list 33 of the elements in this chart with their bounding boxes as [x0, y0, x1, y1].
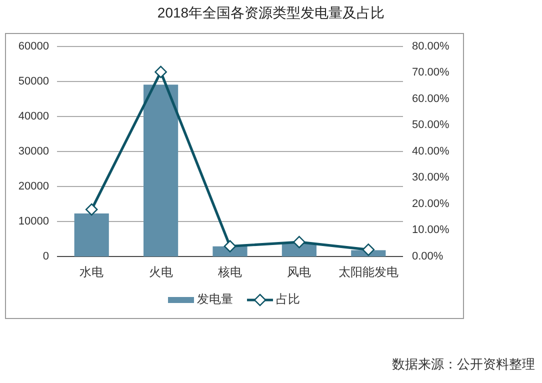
bar [74, 213, 109, 256]
title: 2018年全国各资源类型发电量及占比 [157, 4, 385, 21]
bar [144, 84, 178, 256]
y2-tick-label: 10.00% [412, 224, 450, 236]
y2-tick-label: 20.00% [412, 198, 450, 210]
point [154, 66, 167, 78]
x-tick-label: 风电 [287, 265, 312, 280]
y2-tick-label: 0.00% [412, 250, 444, 262]
x-tick-label: 水电 [80, 265, 104, 280]
legend-label: 发电量 [197, 292, 233, 306]
y-tick-label: 30000 [18, 145, 49, 158]
point [293, 236, 306, 248]
y-tick-label: 20000 [18, 180, 49, 192]
point [224, 240, 236, 252]
y-tick-label: 0 [42, 250, 49, 262]
y2-tick-label: 30.00% [412, 172, 450, 184]
x-tick-label: 核电 [217, 265, 242, 280]
y2-tick-label: 70.00% [412, 66, 450, 79]
x-tick-label: 太阳能发电 [338, 265, 398, 280]
legend-label: 占比 [276, 292, 300, 306]
y-tick-label: 40000 [18, 110, 49, 122]
y-tick-label: 50000 [18, 75, 49, 88]
y2-tick-label: 60.00% [412, 92, 450, 105]
x-tick-label: 火电 [148, 265, 173, 280]
point [362, 244, 375, 256]
source-note: 数据来源：公开资料整理 [392, 356, 535, 372]
bar [282, 244, 316, 256]
y-tick-label: 10000 [18, 215, 49, 228]
y2-tick-label: 50.00% [412, 119, 450, 132]
point [85, 203, 98, 216]
y-tick-label: 60000 [18, 40, 49, 52]
y2-tick-label: 80.00% [412, 40, 450, 52]
y2-tick-label: 40.00% [412, 145, 450, 158]
